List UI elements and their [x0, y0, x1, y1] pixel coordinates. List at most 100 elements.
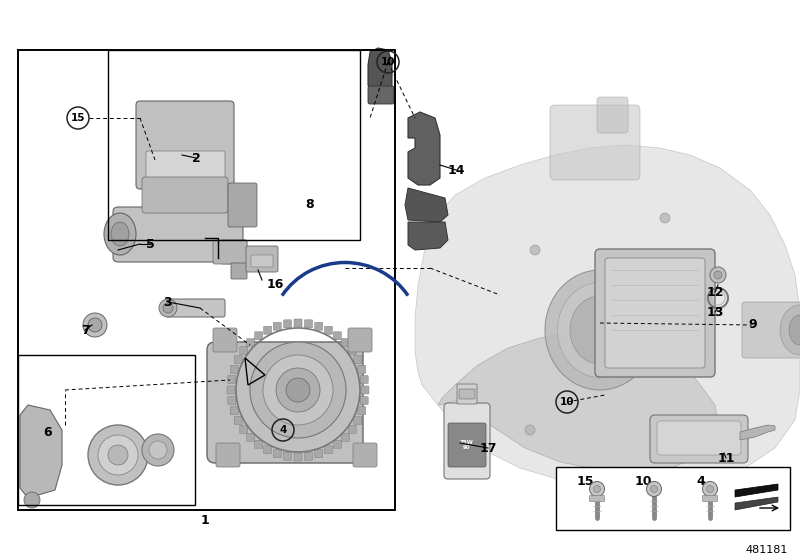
Ellipse shape: [789, 315, 800, 345]
Circle shape: [88, 318, 102, 332]
Circle shape: [646, 482, 662, 497]
Ellipse shape: [780, 305, 800, 355]
Circle shape: [276, 368, 320, 412]
FancyBboxPatch shape: [254, 440, 262, 448]
Polygon shape: [408, 112, 440, 185]
FancyBboxPatch shape: [113, 207, 243, 262]
Ellipse shape: [104, 213, 136, 255]
Text: 10: 10: [560, 397, 574, 407]
FancyBboxPatch shape: [358, 407, 366, 415]
FancyBboxPatch shape: [325, 326, 333, 334]
Ellipse shape: [558, 282, 642, 377]
FancyBboxPatch shape: [305, 452, 313, 460]
Text: 8: 8: [306, 198, 314, 212]
Circle shape: [714, 271, 722, 279]
FancyBboxPatch shape: [213, 328, 237, 352]
FancyBboxPatch shape: [444, 403, 490, 479]
FancyBboxPatch shape: [354, 356, 362, 363]
Text: 4: 4: [697, 475, 706, 488]
FancyBboxPatch shape: [136, 101, 234, 189]
Text: 4: 4: [279, 425, 286, 435]
FancyBboxPatch shape: [650, 415, 748, 463]
Text: 10: 10: [634, 475, 652, 488]
FancyBboxPatch shape: [146, 151, 225, 180]
Circle shape: [706, 486, 714, 492]
FancyBboxPatch shape: [213, 240, 247, 264]
Bar: [108, 50, 360, 240]
Circle shape: [530, 245, 540, 255]
FancyBboxPatch shape: [358, 365, 366, 374]
Text: 16: 16: [266, 278, 284, 292]
Text: 17: 17: [479, 441, 497, 455]
FancyBboxPatch shape: [348, 426, 356, 433]
FancyBboxPatch shape: [240, 426, 248, 433]
FancyBboxPatch shape: [459, 389, 475, 399]
Text: 15: 15: [70, 113, 86, 123]
Polygon shape: [735, 497, 778, 510]
FancyBboxPatch shape: [314, 322, 322, 330]
Circle shape: [663, 443, 673, 453]
Text: 7: 7: [81, 324, 90, 337]
Text: 12: 12: [706, 286, 724, 298]
FancyBboxPatch shape: [142, 177, 228, 213]
FancyBboxPatch shape: [342, 339, 350, 347]
FancyBboxPatch shape: [294, 453, 302, 461]
FancyBboxPatch shape: [246, 339, 254, 347]
Text: 1: 1: [201, 514, 210, 526]
FancyBboxPatch shape: [342, 433, 350, 441]
Text: 481181: 481181: [746, 545, 788, 555]
FancyBboxPatch shape: [448, 423, 486, 467]
Circle shape: [98, 435, 138, 475]
FancyBboxPatch shape: [334, 440, 342, 448]
FancyBboxPatch shape: [325, 446, 333, 454]
Circle shape: [88, 425, 148, 485]
Text: 75W
90: 75W 90: [460, 440, 474, 450]
Polygon shape: [408, 222, 448, 250]
FancyBboxPatch shape: [283, 320, 291, 328]
Polygon shape: [740, 425, 775, 440]
FancyBboxPatch shape: [234, 417, 242, 424]
FancyBboxPatch shape: [305, 320, 313, 328]
Circle shape: [525, 425, 535, 435]
Bar: [18, 355, 195, 505]
Text: 15: 15: [576, 475, 594, 488]
Ellipse shape: [570, 296, 630, 364]
FancyBboxPatch shape: [361, 386, 369, 394]
FancyBboxPatch shape: [234, 356, 242, 363]
FancyBboxPatch shape: [216, 443, 240, 467]
Circle shape: [702, 482, 718, 497]
FancyBboxPatch shape: [228, 183, 257, 227]
FancyBboxPatch shape: [240, 347, 248, 354]
Circle shape: [594, 486, 601, 492]
FancyBboxPatch shape: [702, 496, 718, 502]
Bar: [18, 50, 395, 510]
FancyBboxPatch shape: [348, 328, 372, 352]
FancyBboxPatch shape: [314, 450, 322, 458]
FancyBboxPatch shape: [246, 433, 254, 441]
Circle shape: [83, 313, 107, 337]
Polygon shape: [415, 145, 800, 492]
Circle shape: [108, 445, 128, 465]
FancyBboxPatch shape: [230, 365, 238, 374]
Text: 10: 10: [381, 57, 395, 67]
FancyBboxPatch shape: [207, 342, 363, 463]
FancyBboxPatch shape: [274, 322, 282, 330]
FancyBboxPatch shape: [360, 396, 368, 404]
Polygon shape: [20, 405, 62, 498]
Text: 5: 5: [146, 237, 154, 250]
Circle shape: [24, 492, 40, 508]
Circle shape: [660, 213, 670, 223]
FancyBboxPatch shape: [228, 376, 236, 384]
Circle shape: [149, 441, 167, 459]
FancyBboxPatch shape: [231, 263, 247, 279]
Text: 6: 6: [44, 426, 52, 438]
Text: 13: 13: [706, 306, 724, 319]
Polygon shape: [735, 484, 778, 497]
Circle shape: [163, 303, 173, 313]
Text: 9: 9: [749, 319, 758, 332]
FancyBboxPatch shape: [597, 97, 628, 133]
FancyBboxPatch shape: [263, 326, 271, 334]
FancyBboxPatch shape: [294, 319, 302, 327]
FancyBboxPatch shape: [354, 417, 362, 424]
Text: 14: 14: [447, 164, 465, 176]
